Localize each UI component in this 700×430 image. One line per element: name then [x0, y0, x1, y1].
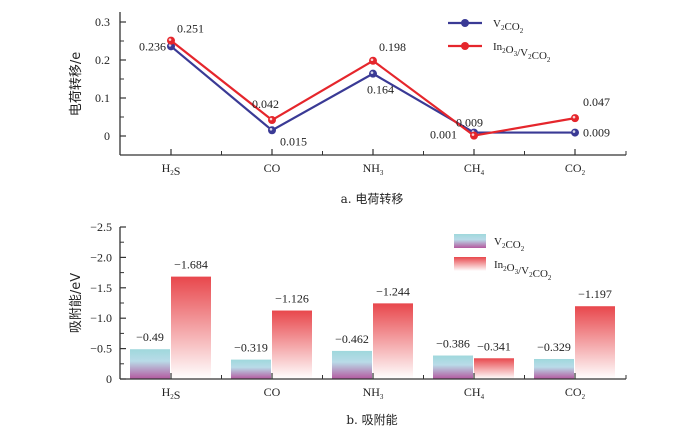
data-point [268, 116, 276, 125]
data-label: 0.015 [280, 134, 307, 148]
legend-marker [461, 42, 469, 50]
y-tick-label: −2.0 [90, 250, 112, 264]
legend: V2CO2 In2O3/V2CO2 [454, 234, 552, 282]
bar-V2CO2 [534, 358, 574, 379]
x-tick-label: H2S [162, 385, 181, 402]
data-label: −0.319 [234, 341, 268, 355]
caption: b. 吸附能 [346, 413, 397, 427]
data-point-highlight [168, 38, 172, 41]
bar-V2CO2 [332, 350, 372, 379]
legend-swatch [454, 234, 486, 248]
bar-In2O3/V2CO2 [272, 310, 312, 379]
legend-label: In2O3/V2CO2 [494, 259, 552, 282]
data-label: −1.244 [376, 284, 410, 298]
data-label: 0.001 [430, 128, 457, 142]
data-label: −0.49 [136, 330, 164, 344]
data-point-highlight [168, 44, 172, 47]
data-label: 0.009 [456, 116, 483, 130]
data-point [571, 128, 579, 137]
bar-In2O3/V2CO2 [474, 358, 514, 379]
data-point-highlight [572, 115, 576, 119]
data-point [268, 126, 276, 135]
data-point [167, 36, 175, 45]
data-label: 0.009 [583, 126, 610, 140]
x-tick-label: NH3 [363, 161, 384, 177]
data-label: 0.236 [139, 39, 166, 53]
data-label: −0.329 [537, 340, 571, 354]
data-label: −1.197 [578, 287, 612, 301]
y-tick-label: 0.1 [95, 91, 110, 105]
data-label: −0.386 [436, 337, 470, 351]
y-tick-label: −1.0 [90, 311, 112, 325]
data-point-highlight [370, 58, 374, 62]
bar-In2O3/V2CO2 [575, 306, 615, 379]
x-tick-label: CO2 [565, 385, 586, 401]
x-tick-label: CO [264, 161, 281, 175]
caption: a. 电荷转移 [341, 191, 404, 206]
y-axis-title: 电荷转移/e [69, 52, 84, 116]
data-label: 0.047 [583, 95, 610, 109]
legend-marker [461, 19, 469, 27]
y-tick-label: −2.5 [90, 220, 112, 234]
bar-In2O3/V2CO2 [373, 303, 413, 379]
data-point-highlight [471, 133, 475, 136]
legend-swatch [454, 257, 486, 271]
data-label: 0.198 [379, 40, 406, 54]
x-tick-label: H2S [162, 161, 181, 178]
bar-In2O3/V2CO2 [171, 276, 211, 379]
data-label: −0.341 [477, 339, 511, 353]
y-tick-label: 0.3 [95, 15, 110, 29]
data-point [369, 69, 377, 78]
y-tick-label: −0.5 [90, 342, 112, 356]
data-label: 0.042 [252, 97, 279, 111]
data-label: 0.251 [177, 22, 204, 36]
adsorption-energy-chart: 0 −0.5 −1.0 −1.5 −2.0 −2.5 H2S CO NH3 CH4 CO2 −0.… [69, 220, 627, 427]
x-tick-label: CH4 [464, 385, 485, 401]
y-tick-label: −1.5 [90, 281, 112, 295]
data-point-highlight [572, 130, 576, 133]
data-point [470, 131, 478, 140]
y-tick-label: 0 [106, 372, 112, 386]
bar-V2CO2 [433, 355, 473, 379]
data-label: 0.164 [367, 83, 394, 97]
legend-label: V2CO2 [494, 236, 525, 253]
charge-transfer-chart: 0 0.1 0.2 0.3 H2S CO NH3 CH4 CO2 0.236 0.015 0.16… [69, 12, 627, 206]
legend-label: V2CO2 [493, 18, 524, 35]
y-axis-title: 吸附能/eV [69, 273, 84, 333]
bar-V2CO2 [130, 349, 170, 379]
y-tick-label: 0.2 [95, 53, 110, 67]
data-point [369, 56, 377, 65]
data-point [571, 114, 579, 123]
data-label: −0.462 [335, 332, 369, 346]
bar-V2CO2 [231, 359, 271, 379]
x-tick-label: CO [264, 385, 281, 399]
data-point-highlight [269, 117, 273, 121]
x-tick-label: NH3 [363, 385, 384, 401]
x-tick-label: CH4 [464, 161, 485, 177]
data-label: −1.684 [174, 258, 208, 272]
legend-label: In2O3/V2CO2 [493, 41, 551, 64]
data-point [167, 42, 175, 51]
x-tick-label: CO2 [565, 161, 586, 177]
data-label: −1.126 [275, 292, 309, 306]
legend: V2CO2 In2O3/V2CO2 [448, 18, 551, 64]
y-tick-label: 0 [104, 129, 110, 143]
data-point-highlight [269, 128, 273, 131]
data-point-highlight [370, 71, 374, 74]
